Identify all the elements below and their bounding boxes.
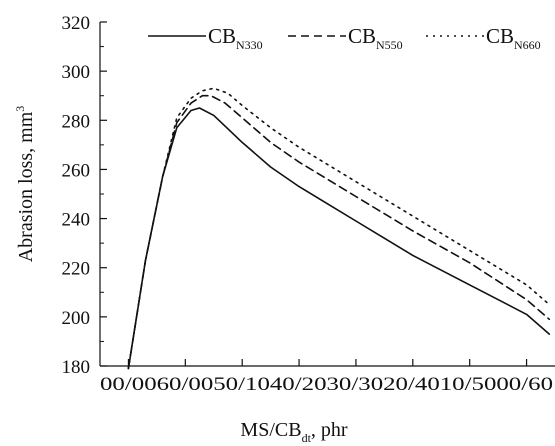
y-tick-label: 180 xyxy=(62,357,91,378)
y-tick-label: 200 xyxy=(62,308,91,329)
y-axis-title: Abrasion loss, mm3 xyxy=(13,106,37,263)
legend-label-n330: CBN330 xyxy=(208,24,263,52)
y-tick-label: 240 xyxy=(62,210,91,231)
x-axis-title: MS/CBdt, phr xyxy=(240,419,348,445)
y-tick-label: 260 xyxy=(62,160,91,181)
y-tick-label: 320 xyxy=(62,13,91,34)
y-tick-label: 280 xyxy=(62,111,91,132)
y-tick-label: 220 xyxy=(62,259,91,280)
series-line-n330 xyxy=(127,107,551,370)
legend-label-n660: CBN660 xyxy=(486,24,541,52)
legend-label-n550: CBN550 xyxy=(348,24,403,52)
series-line-n550 xyxy=(127,94,551,370)
x-axis-title-main: MS/CB xyxy=(240,419,301,441)
x-axis-title-sub: dt xyxy=(302,431,312,445)
legend: CBN330 CBN550 CBN660 xyxy=(148,24,541,52)
series-layer xyxy=(127,87,551,370)
x-tick-labels: 00/0060/0050/1040/2030/3020/4010/5000/60 xyxy=(100,374,553,395)
axes: 180 200 220 240 260 280 300 320 xyxy=(62,13,555,378)
y-axis-title-main: Abrasion loss, mm xyxy=(15,111,37,262)
y-tick-label: 300 xyxy=(62,62,91,83)
series-line-n660 xyxy=(127,87,551,370)
x-axis-title-tail: , phr xyxy=(311,419,348,441)
y-axis-title-sup: 3 xyxy=(13,106,27,112)
